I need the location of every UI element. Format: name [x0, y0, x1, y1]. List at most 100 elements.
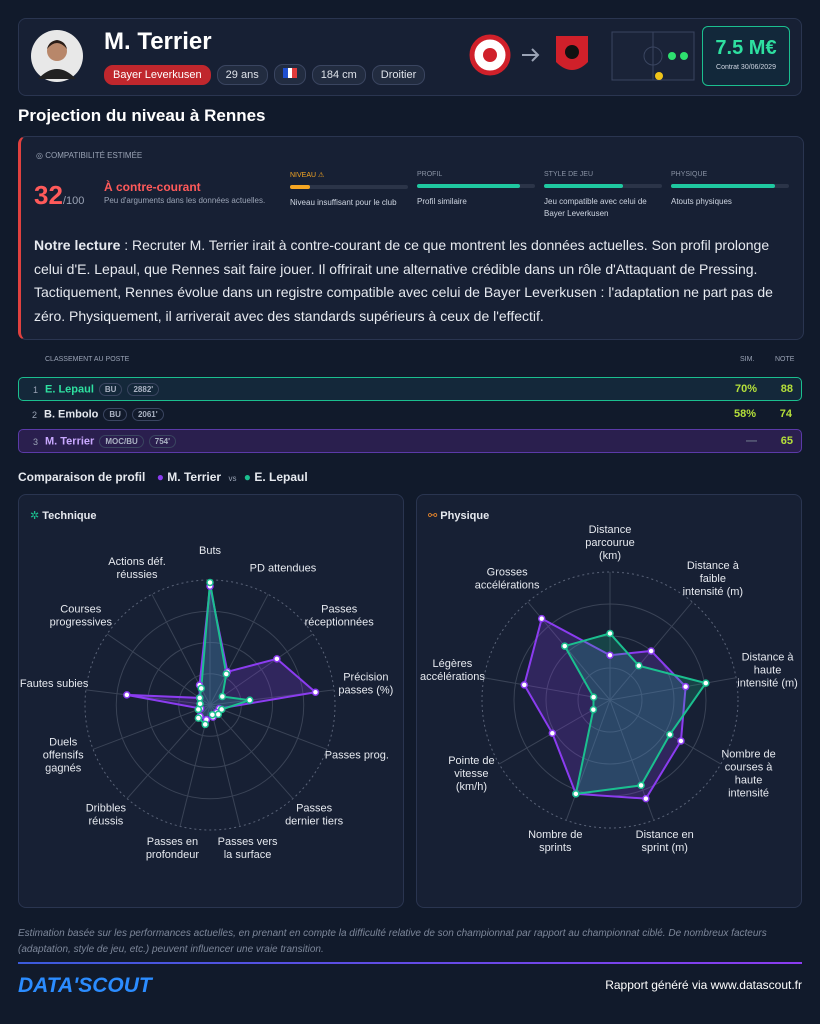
criterion-name: NIVEAU ⚠	[290, 172, 325, 179]
criterion: PHYSIQUE Atouts physiques	[671, 171, 789, 208]
label-line: intensité	[728, 788, 769, 800]
radar-point	[647, 647, 655, 655]
reading-label: Notre lecture	[34, 237, 121, 253]
ranking-row: 3 M. Terrier MOC/BU 754' — 65	[18, 429, 802, 453]
radar-axis-label: Passes en profondeur	[146, 836, 200, 861]
radar-point	[606, 651, 614, 659]
label-line: faible	[700, 573, 726, 585]
radar-point	[589, 693, 598, 701]
label-line: dernier tiers	[285, 816, 344, 828]
value-box: 7.5 M€ Contrat 30/06/2029	[702, 26, 790, 86]
similarity: 58%	[733, 408, 756, 420]
radar-axis-label: PD attendues	[250, 562, 317, 574]
similarity: 70%	[734, 383, 757, 395]
player-name: B. Embolo	[44, 408, 99, 421]
radar-ring	[481, 571, 739, 829]
radar-point	[206, 578, 214, 587]
radar-spoke	[209, 594, 269, 706]
radar-point	[572, 790, 580, 798]
radar-spoke	[609, 677, 737, 701]
criterion-track	[290, 185, 408, 189]
criterion: NIVEAU ⚠ Niveau insuffisant pour le club	[290, 171, 408, 209]
radar-spoke	[92, 704, 211, 750]
radar-axis-label: Courses progressives	[50, 604, 113, 629]
radar-point	[218, 692, 227, 701]
player: M. Terrier MOC/BU 754'	[45, 435, 177, 448]
criterion-name: STYLE DE JEU	[544, 171, 594, 178]
criterion-name: PHYSIQUE	[671, 171, 708, 178]
criterion-bar	[417, 184, 520, 188]
radar-point	[214, 710, 223, 719]
position-tag: BU	[103, 408, 127, 421]
criterion-track	[544, 184, 662, 188]
note: 74	[779, 408, 792, 420]
radar-spoke	[209, 704, 294, 799]
radar-point	[702, 679, 710, 687]
radar-axis-label: Distance en sprint (m)	[636, 829, 694, 854]
radar-axis-label: Nombre de courses à haute intensité	[721, 749, 775, 800]
height-pill: 184 cm	[311, 64, 366, 85]
radar-point	[123, 691, 131, 699]
verdict: À contre-courant	[104, 180, 201, 194]
label-line: (km/h)	[456, 781, 487, 793]
label-line: haute	[754, 664, 782, 676]
radar-axis-label: Précision passes (%)	[338, 671, 393, 696]
label-line: accélérations	[420, 671, 485, 683]
criterion-text: Jeu compatible avec celui de Bayer Lever…	[544, 197, 647, 218]
note: 88	[780, 383, 793, 395]
radar-axis-label: Grosses accélérations	[475, 567, 540, 592]
radar-axis-label: Passes vers la surface	[218, 836, 278, 861]
flag-pill	[273, 64, 306, 85]
radar-point	[642, 794, 650, 803]
label-line: Passes prog.	[325, 750, 389, 762]
radar-point	[560, 642, 569, 650]
radar-point	[273, 655, 281, 663]
label-line: profondeur	[146, 849, 200, 861]
criterion-bar	[290, 185, 311, 189]
footer-rule	[18, 962, 802, 964]
criterion-track	[671, 184, 789, 188]
label-line: intensité (m)	[737, 677, 798, 689]
player-pills: Bayer Leverkusen 29 ans 184 cm Droitier	[104, 64, 431, 85]
radar-axis-label: Buts	[199, 545, 222, 557]
ranking-header: CLASSEMENT AU POSTE	[45, 356, 130, 363]
contract: Contrat 30/06/2029	[716, 64, 776, 71]
radar-title: ✲ Technique	[30, 510, 97, 522]
radar-point	[589, 705, 598, 714]
label-line: Distance	[589, 524, 632, 536]
criterion-bar	[671, 184, 775, 188]
radar-point	[520, 681, 529, 689]
label-line: Nombre de	[528, 829, 582, 841]
criterion-name: PROFIL	[417, 171, 443, 178]
criterion-text: Niveau insuffisant pour le club	[290, 198, 397, 207]
label-line: Nombre de	[721, 749, 775, 761]
label-line: passes (%)	[338, 684, 393, 696]
player: B. Embolo BU 2061'	[44, 408, 164, 421]
radar-point	[194, 714, 203, 722]
label-line: parcourue	[585, 537, 635, 549]
rank: 3	[33, 437, 39, 447]
label-line: réussis	[88, 816, 123, 828]
radar-spoke	[209, 704, 241, 827]
radar-point	[637, 781, 645, 790]
label-line: Fautes subies	[20, 678, 89, 690]
reading: Notre lecture : Recruter M. Terrier irai…	[34, 234, 786, 328]
radar-ring	[84, 579, 336, 831]
vs: vs	[228, 474, 237, 483]
radar-axis-label: Légères accélérations	[420, 658, 485, 683]
label-line: Grosses	[487, 567, 528, 579]
label-line: gagnés	[45, 763, 82, 775]
minutes-tag: 754'	[148, 435, 177, 448]
radar-axis-label: Dribbles réussis	[86, 803, 127, 828]
label-line: Précision	[343, 671, 388, 683]
score-value: 32	[34, 180, 63, 210]
logo: DATA'SCOUT	[18, 974, 152, 997]
label-line: intensité (m)	[683, 586, 744, 598]
criterion-text: Profil similaire	[417, 197, 467, 206]
note-header: NOTE	[775, 356, 795, 363]
player-name: M. Terrier	[104, 28, 212, 55]
note: 65	[780, 435, 793, 447]
player: E. Lepaul BU 2882'	[45, 383, 160, 396]
